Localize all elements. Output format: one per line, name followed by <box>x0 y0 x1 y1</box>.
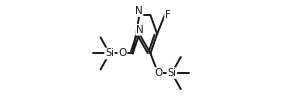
Text: O: O <box>154 68 162 78</box>
Text: N: N <box>136 25 144 35</box>
Text: Si: Si <box>105 48 114 58</box>
Text: O: O <box>118 48 127 58</box>
Text: Si: Si <box>167 68 176 78</box>
Text: F: F <box>165 10 171 20</box>
Text: N: N <box>135 6 143 16</box>
